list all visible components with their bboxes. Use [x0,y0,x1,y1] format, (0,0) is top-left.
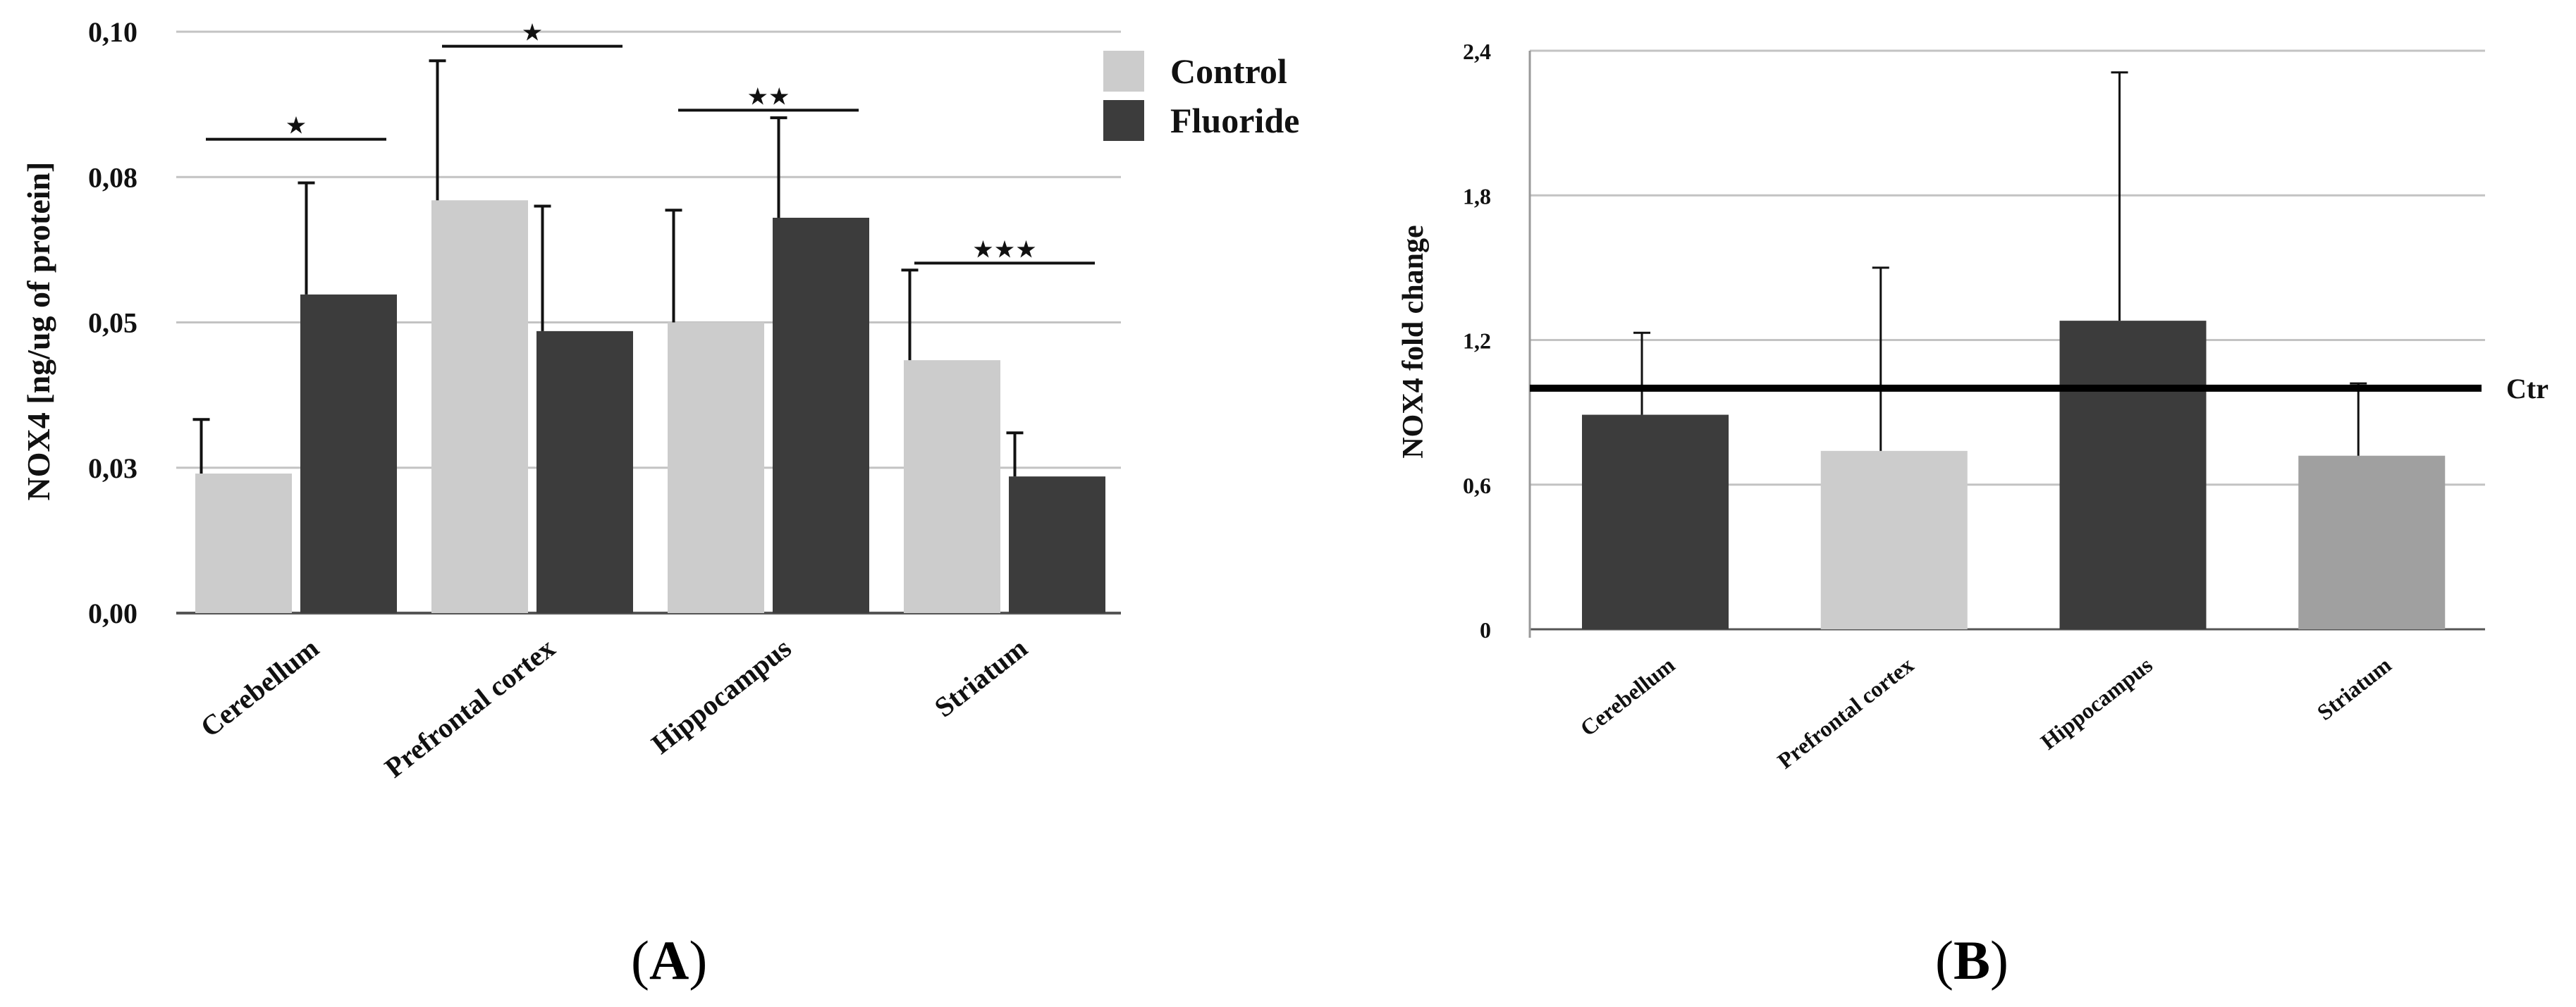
bar-fold-change [2298,455,2446,629]
chart-panel-a: 0,00 0,03 0,05 0,08 0,10 NOX4 [ng/ug of prote… [20,16,1299,784]
legend-swatch-fluoride [1103,100,1144,141]
y-tick-label-b: 1,2 [1463,328,1491,354]
y-tick-label-a: 0,03 [88,452,137,484]
category-label-b: Hippocampus [2036,652,2157,755]
bar-control [195,474,292,613]
panel-label-b-text: B [1953,929,1991,991]
category-label-b: Cerebellum [1576,652,1680,741]
bar-fluoride [773,218,869,613]
y-axis-label-b: NOX4 fold change [1397,225,1430,458]
reference-line-label: Ctr [2506,373,2549,404]
significance-stars: ★★ [747,82,790,111]
legend-label-fluoride: Fluoride [1170,101,1299,140]
bar-control [668,322,764,613]
category-label-a: Striatum [928,632,1034,724]
bar-control [904,360,1000,613]
category-label-b: Prefrontal cortex [1772,652,1918,774]
y-tick-label-b: 1,8 [1463,183,1491,209]
category-label-a: Hippocampus [645,632,797,760]
y-tick-label-a: 0,00 [88,598,137,629]
panel-label-a: (A) [631,929,708,991]
bar-fold-change [1820,450,1968,629]
legend-label-control: Control [1170,51,1287,91]
category-label-b: Striatum [2312,652,2396,725]
panel-label-b: (B) [1935,929,2008,991]
y-tick-label-a: 0,08 [88,161,137,193]
bar-fluoride [536,330,633,613]
significance-stars: ★ [522,19,543,47]
y-tick-label-b: 2,4 [1463,39,1491,64]
significance-stars: ★★★ [972,235,1036,264]
y-axis-label-a: NOX4 [ng/ug of protein] [20,162,56,501]
y-tick-label-a: 0,10 [88,16,137,48]
chart-panel-b: 0 0,6 1,2 1,8 2,4 NOX4 fold change Cerebellum P… [1397,39,2549,774]
bar-fold-change [2059,321,2207,629]
y-tick-label-b: 0,6 [1463,473,1491,498]
y-tick-label-b: 0 [1480,617,1491,643]
significance-stars: ★ [286,112,307,140]
legend-swatch-control [1103,51,1144,92]
bar-fluoride [1009,476,1105,613]
bar-fold-change [1582,414,1729,629]
y-tick-label-a: 0,05 [88,307,137,339]
bar-control [431,200,528,613]
panel-label-a-text: A [649,929,689,991]
category-label-a: Prefrontal cortex [379,632,560,784]
category-label-a: Cerebellum [195,632,325,743]
bar-fluoride [300,294,397,613]
